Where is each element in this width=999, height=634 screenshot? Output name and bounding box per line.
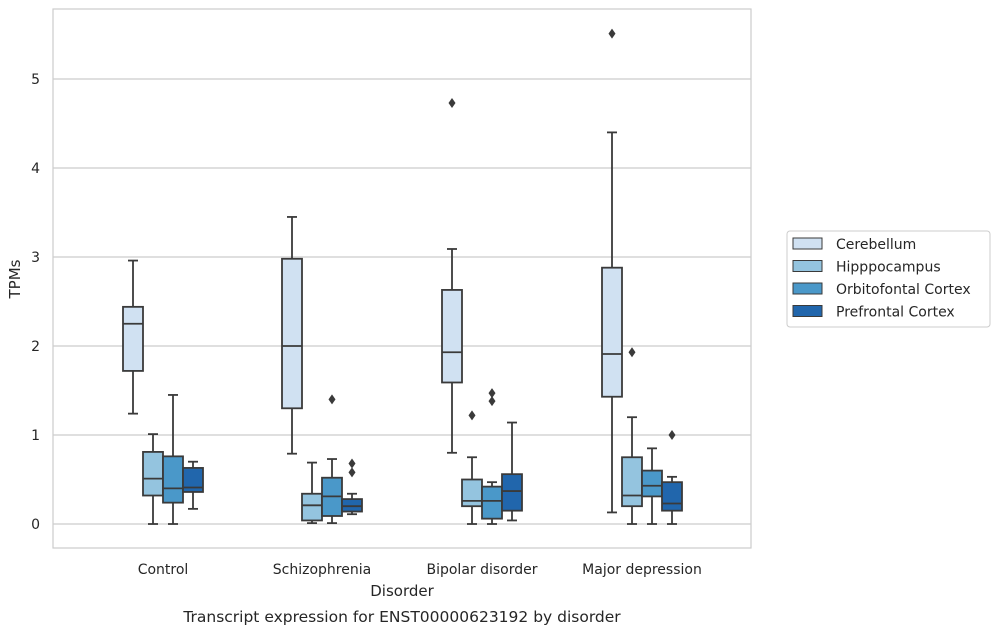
- box: [501, 421, 523, 522]
- box-body: [162, 455, 184, 504]
- box-body: [641, 469, 663, 498]
- y-tick-label: 1: [31, 428, 40, 444]
- box-body: [441, 289, 463, 384]
- outlier-point: [628, 347, 636, 358]
- box: [481, 388, 503, 525]
- legend-swatch: [792, 305, 823, 317]
- x-axis-title: Disorder: [370, 582, 434, 600]
- outlier-point: [468, 410, 476, 421]
- outlier-point: [608, 28, 616, 39]
- x-axis-ticks: Control Schizophrenia Bipolar disorder Majo…: [138, 562, 702, 578]
- outlier-point: [328, 394, 336, 405]
- box-body: [661, 481, 683, 512]
- box: [441, 98, 463, 454]
- box-body: [481, 485, 503, 520]
- box-body: [301, 492, 323, 522]
- x-tick-label: Bipolar disorder: [426, 562, 537, 578]
- legend-swatch: [792, 237, 823, 250]
- legend: Cerebellum Hipppocampus Orbitofontal Corte…: [786, 230, 991, 328]
- legend-label: Orbitofontal Cortex: [836, 282, 971, 298]
- box-body: [621, 456, 643, 508]
- plot-frame: [52, 8, 752, 549]
- box-body: [501, 473, 523, 512]
- box-body: [461, 478, 483, 508]
- box: [661, 430, 683, 525]
- box: [341, 458, 363, 516]
- x-tick-label: Control: [138, 562, 189, 578]
- outlier-point: [488, 388, 496, 399]
- y-tick-label: 2: [31, 339, 40, 355]
- legend-frame: [786, 230, 991, 328]
- box-body: [142, 451, 164, 497]
- x-tick-label: Schizophrenia: [273, 562, 371, 578]
- legend-swatch: [792, 260, 823, 272]
- y-tick-label: 4: [31, 161, 40, 177]
- box: [601, 28, 623, 514]
- box-body: [281, 257, 303, 410]
- boxes: [122, 28, 683, 525]
- chart-caption: Transcript expression for ENST0000062319…: [182, 608, 621, 626]
- legend-label: Prefrontal Cortex: [836, 305, 955, 321]
- box: [301, 461, 323, 525]
- y-tick-label: 3: [31, 250, 40, 266]
- outlier-point: [348, 467, 356, 478]
- x-tick-label: Major depression: [582, 562, 702, 578]
- box: [321, 394, 343, 525]
- box: [641, 447, 663, 525]
- box-body: [182, 467, 204, 493]
- legend-label: Cerebellum: [836, 237, 916, 253]
- box: [162, 394, 184, 525]
- y-axis-ticks: 0 1 2 3 4 5: [31, 72, 40, 533]
- legend-swatch: [792, 282, 823, 295]
- legend-label: Hipppocampus: [836, 260, 941, 276]
- y-tick-label: 0: [31, 517, 40, 533]
- outlier-point: [348, 458, 356, 469]
- box: [621, 347, 643, 525]
- outlier-point: [448, 98, 456, 109]
- box-body: [601, 266, 623, 398]
- y-axis-title: TPMs: [6, 259, 24, 299]
- box: [281, 216, 303, 455]
- box: [182, 460, 204, 510]
- outlier-point: [488, 396, 496, 407]
- box: [122, 259, 144, 415]
- y-tick-label: 5: [31, 72, 40, 88]
- box-body: [122, 305, 144, 372]
- outlier-point: [668, 430, 676, 440]
- box: [461, 410, 483, 525]
